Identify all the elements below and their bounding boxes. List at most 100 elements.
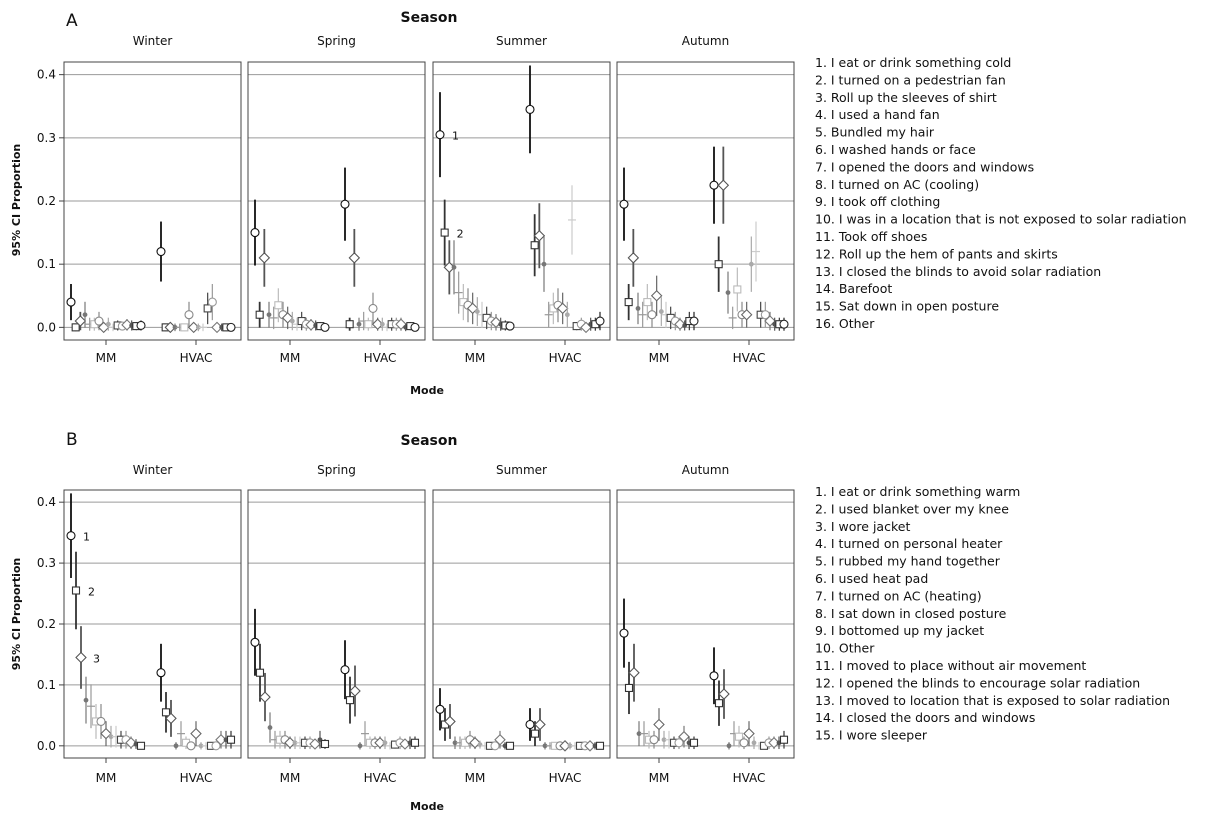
data-point <box>349 685 361 697</box>
data-point <box>258 252 271 264</box>
data-point <box>505 741 515 750</box>
x-tick-label: MM <box>465 351 486 365</box>
legend-entry: 3. Roll up the sleeves of shirt <box>815 90 997 105</box>
x-tick-label: HVAC <box>549 771 582 785</box>
data-point <box>649 735 659 745</box>
data-point <box>619 199 629 209</box>
y-tick-label: 0.2 <box>37 617 56 631</box>
x-tick-label: HVAC <box>364 351 397 365</box>
data-point <box>82 312 88 318</box>
data-point <box>96 716 106 727</box>
data-point <box>356 321 362 327</box>
panel-a-tag: A <box>66 11 78 31</box>
legend-entry: 5. Bundled my hair <box>815 125 935 140</box>
panel-a-ylabel: 95% CI Proportion <box>10 144 23 256</box>
data-point <box>451 264 457 270</box>
data-point <box>136 741 146 750</box>
data-point <box>267 725 273 730</box>
data-point <box>452 740 458 746</box>
panel-b-title: Season <box>401 433 458 449</box>
data-point <box>564 312 570 318</box>
x-tick-label: HVAC <box>364 771 397 785</box>
legend-entry: 4. I used a hand fan <box>815 107 940 122</box>
data-point <box>226 735 236 744</box>
data-point <box>619 628 629 638</box>
data-point <box>410 322 420 332</box>
y-tick-label: 0.3 <box>37 556 56 570</box>
data-point <box>382 740 388 746</box>
data-point <box>674 738 684 748</box>
x-tick-label: HVAC <box>733 771 766 785</box>
data-point <box>348 252 361 264</box>
data-point <box>689 738 699 747</box>
data-point <box>66 531 76 541</box>
x-tick-label: MM <box>465 771 486 785</box>
legend-entry: 5. I rubbed my hand together <box>815 554 1001 569</box>
data-point <box>255 310 264 319</box>
data-point <box>740 308 753 321</box>
data-point <box>357 743 363 749</box>
data-point <box>108 734 114 740</box>
facet-label: Spring <box>317 34 356 48</box>
data-point <box>289 318 295 324</box>
data-point <box>714 699 724 708</box>
data-point <box>266 312 272 318</box>
legend-entry: 12. Roll up the hem of pants and skirts <box>815 246 1058 261</box>
data-point <box>161 708 171 717</box>
legend-entry: 6. I washed hands or face <box>815 142 976 157</box>
data-point <box>66 297 76 307</box>
data-point <box>779 735 789 744</box>
data-point <box>678 730 690 743</box>
data-point <box>494 733 506 746</box>
legend-entry: 13. I closed the blinds to avoid solar r… <box>815 264 1101 279</box>
data-point <box>760 310 770 320</box>
legend-entry: 10. Other <box>815 641 875 656</box>
facet-label: Winter <box>133 34 173 48</box>
data-point <box>71 586 81 595</box>
legend-entry: 1. I eat or drink something cold <box>815 55 1011 70</box>
data-point <box>627 252 640 264</box>
facet-label: Spring <box>317 463 356 477</box>
legend-entry: 14. I closed the doors and windows <box>815 710 1035 725</box>
facet-frame <box>247 61 426 341</box>
y-tick-label: 0.2 <box>37 194 56 208</box>
point-annotation: 2 <box>457 228 464 241</box>
data-point <box>647 310 657 320</box>
x-tick-label: MM <box>96 351 117 365</box>
data-point <box>751 740 757 746</box>
data-point <box>340 665 350 675</box>
point-annotation: 2 <box>88 586 95 599</box>
facet-label: Summer <box>496 34 547 48</box>
legend-entry: 14. Barefoot <box>815 281 892 296</box>
point-annotation: 1 <box>83 531 90 544</box>
y-tick-label: 0.3 <box>37 131 56 145</box>
data-point <box>709 671 719 681</box>
data-point <box>435 704 445 714</box>
legend-entry: 3. I wore jacket <box>815 519 910 534</box>
data-point <box>156 246 166 257</box>
legend-entry: 6. I used heat pad <box>815 571 928 586</box>
data-point <box>71 323 80 332</box>
data-point <box>121 319 133 331</box>
data-point <box>211 741 221 751</box>
data-point <box>717 179 730 191</box>
data-point <box>556 302 569 315</box>
point-annotation: 3 <box>93 653 100 666</box>
data-point <box>198 743 204 749</box>
data-point <box>203 304 212 313</box>
y-tick-label: 0.0 <box>37 739 56 753</box>
data-point <box>410 738 420 747</box>
data-point <box>105 321 111 327</box>
data-point <box>190 727 202 740</box>
facet-frame <box>432 489 611 759</box>
facet-frame <box>432 61 611 341</box>
data-point <box>136 320 146 331</box>
legend-entry: 2. I turned on a pedestrian fan <box>815 72 1006 87</box>
data-point <box>674 318 686 330</box>
data-point <box>714 260 723 269</box>
x-tick-label: MM <box>649 351 670 365</box>
legend-entry: 1. I eat or drink something warm <box>815 484 1020 499</box>
facet-label: Autumn <box>682 34 729 48</box>
data-point <box>75 651 87 664</box>
legend-entry: 16. Other <box>815 316 875 331</box>
